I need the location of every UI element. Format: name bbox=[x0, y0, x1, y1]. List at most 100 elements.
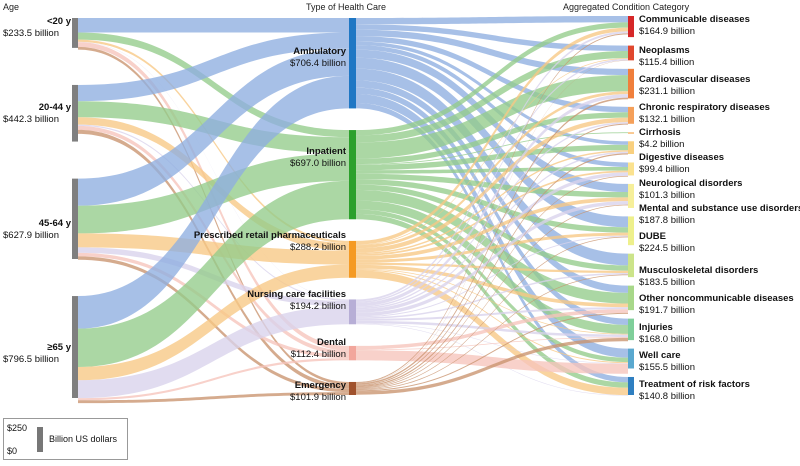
scale-legend: $250 $0 Billion US dollars bbox=[3, 418, 128, 460]
condition-node-well-care bbox=[628, 348, 634, 369]
flow-65-y-to-emergency bbox=[78, 392, 349, 404]
flow-20-44-y-to-dental bbox=[78, 125, 349, 355]
flow-links bbox=[78, 16, 628, 404]
cond-label-cirrhosis: Cirrhosis $4.2 billion bbox=[639, 127, 685, 150]
condition-node-other-noncommunicable-diseases bbox=[628, 285, 634, 311]
flow-emergency-to-chronic-respiratory-diseases bbox=[356, 123, 628, 386]
condition-node-injuries bbox=[628, 318, 634, 341]
cond-label-neoplasms: Neoplasms $115.4 billion bbox=[639, 45, 695, 68]
condition-node-dube bbox=[628, 216, 634, 246]
cond-label-musculoskeletal: Musculoskeletal disorders $183.5 billion bbox=[639, 265, 759, 288]
care-label-dental: Dental $112.4 billion bbox=[290, 337, 346, 360]
flow-prescribed-retail-pharmaceuticals-to-mental-and-substance-use-disorders bbox=[356, 197, 628, 260]
flow-ambulatory-to-dube bbox=[356, 57, 628, 228]
flow-ambulatory-to-neurological-disorders bbox=[356, 45, 628, 167]
care-node-nursing-care-facilities bbox=[349, 299, 356, 325]
flow-65-y-to-dental bbox=[78, 358, 349, 401]
legend-unit-label: Billion US dollars bbox=[49, 434, 118, 444]
flow-ambulatory-to-cardiovascular-diseases bbox=[356, 29, 628, 76]
flow-65-y-to-ambulatory bbox=[78, 75, 349, 329]
cond-label-risk-factors: Treatment of risk factors $140.8 billion bbox=[639, 379, 750, 402]
flow-emergency-to-dube bbox=[356, 236, 628, 390]
care-node-prescribed-retail-pharmaceuticals bbox=[349, 240, 356, 278]
flow-emergency-to-communicable-diseases bbox=[356, 33, 628, 384]
flow-nursing-care-facilities-to-cardiovascular-diseases bbox=[356, 94, 628, 307]
flow-emergency-to-mental-and-substance-use-disorders bbox=[356, 204, 628, 389]
flow-inpatient-to-communicable-diseases bbox=[356, 22, 628, 136]
flow-emergency-to-neoplasms bbox=[356, 60, 628, 384]
flow-prescribed-retail-pharmaceuticals-to-chronic-respiratory-diseases bbox=[356, 117, 628, 253]
age-node-20-44-y bbox=[72, 84, 78, 142]
condition-node-digestive-diseases bbox=[628, 141, 634, 155]
flow-45-64-y-to-prescribed-retail-pharmaceuticals bbox=[78, 233, 349, 265]
flow-inpatient-to-digestive-diseases bbox=[356, 144, 628, 171]
flow-inpatient-to-neoplasms bbox=[356, 51, 628, 143]
header-condition-category: Aggregated Condition Category bbox=[563, 2, 690, 12]
condition-node-communicable-diseases bbox=[628, 16, 634, 38]
cond-label-cardiovascular: Cardiovascular diseases $231.1 billion bbox=[639, 74, 751, 97]
flow-prescribed-retail-pharmaceuticals-to-communicable-diseases bbox=[356, 27, 628, 245]
cond-label-respiratory: Chronic respiratory diseases $132.1 billi… bbox=[639, 102, 770, 125]
flow-prescribed-retail-pharmaceuticals-to-treatment-of-risk-factors bbox=[356, 270, 628, 396]
nodes bbox=[72, 16, 634, 398]
flow-nursing-care-facilities-to-neoplasms bbox=[356, 58, 628, 303]
condition-node-cardiovascular-diseases bbox=[628, 68, 634, 99]
condition-node-neurological-disorders bbox=[628, 162, 634, 176]
condition-node-mental-and-substance-use-disorders bbox=[628, 183, 634, 208]
care-node-ambulatory bbox=[349, 18, 356, 109]
flow-prescribed-retail-pharmaceuticals-to-neurological-disorders bbox=[356, 170, 628, 257]
flow-65-y-to-inpatient bbox=[78, 180, 349, 367]
age-label-65-plus: ≥65 y $796.5 billion bbox=[3, 342, 71, 365]
flow-prescribed-retail-pharmaceuticals-to-other-noncommunicable-diseases bbox=[356, 264, 628, 308]
flow-emergency-to-digestive-diseases bbox=[356, 153, 628, 388]
condition-node-chronic-respiratory-diseases bbox=[628, 106, 634, 124]
flow-dental-to-well-care bbox=[356, 350, 628, 374]
header-type-of-care: Type of Health Care bbox=[306, 2, 387, 12]
flow-prescribed-retail-pharmaceuticals-to-neoplasms bbox=[356, 58, 628, 246]
flow-prescribed-retail-pharmaceuticals-to-musculoskeletal-disorders bbox=[356, 262, 628, 273]
flow-emergency-to-neurological-disorders bbox=[356, 175, 628, 388]
flow-nursing-care-facilities-to-chronic-respiratory-diseases bbox=[356, 122, 628, 308]
flow-45-64-y-to-ambulatory bbox=[78, 48, 349, 206]
age-label-45-64: 45-64 y $627.9 billion bbox=[3, 218, 71, 241]
flow-nursing-care-facilities-to-other-noncommunicable-diseases bbox=[356, 307, 628, 321]
condition-node-musculoskeletal-disorders bbox=[628, 253, 634, 278]
flow-inpatient-to-chronic-respiratory-diseases bbox=[356, 112, 628, 164]
flow-prescribed-retail-pharmaceuticals-to-digestive-diseases bbox=[356, 150, 628, 255]
care-label-pharmaceuticals: Prescribed retail pharmaceuticals $288.2 … bbox=[193, 230, 346, 253]
flow-inpatient-to-cirrhosis bbox=[356, 132, 628, 165]
flow-nursing-care-facilities-to-dube bbox=[356, 235, 628, 318]
flow-20-y-to-inpatient bbox=[78, 32, 349, 138]
flow-emergency-to-other-noncommunicable-diseases bbox=[356, 312, 628, 392]
flow-20-y-to-nursing-care-facilities bbox=[78, 41, 349, 300]
cond-label-mental: Mental and substance use disorders $187.8… bbox=[639, 203, 800, 226]
legend-bottom-value: $0 bbox=[7, 446, 18, 456]
flow-prescribed-retail-pharmaceuticals-to-well-care bbox=[356, 269, 628, 364]
cond-label-digestive: Digestive diseases $99.4 billion bbox=[639, 152, 725, 175]
flow-emergency-to-injuries bbox=[356, 337, 628, 395]
flow-emergency-to-musculoskeletal-disorders bbox=[356, 274, 628, 391]
flow-dental-to-other-noncommunicable-diseases bbox=[356, 309, 628, 350]
header-age: Age bbox=[3, 2, 20, 12]
cond-label-other-ncd: Other noncommunicable diseases $191.7 bil… bbox=[639, 293, 794, 316]
care-node-emergency bbox=[349, 381, 356, 395]
age-label-under20: <20 y $233.5 billion bbox=[3, 16, 71, 39]
care-label-inpatient: Inpatient $697.0 billion bbox=[290, 146, 346, 169]
flow-prescribed-retail-pharmaceuticals-to-dube bbox=[356, 232, 628, 263]
flow-nursing-care-facilities-to-neurological-disorders bbox=[356, 172, 628, 313]
cond-label-dube: DUBE $224.5 billion bbox=[639, 231, 695, 254]
cond-label-injuries: Injuries $168.0 billion bbox=[639, 322, 695, 345]
condition-node-neoplasms bbox=[628, 45, 634, 61]
flow-prescribed-retail-pharmaceuticals-to-injuries bbox=[356, 268, 628, 335]
flow-nursing-care-facilities-to-digestive-diseases bbox=[356, 151, 628, 310]
legend-top-value: $250 bbox=[7, 423, 28, 433]
flow-ambulatory-to-chronic-respiratory-diseases bbox=[356, 36, 628, 113]
cond-label-neurological: Neurological disorders $101.3 billion bbox=[639, 178, 743, 201]
flow-prescribed-retail-pharmaceuticals-to-cardiovascular-diseases bbox=[356, 91, 628, 249]
flow-20-y-to-prescribed-retail-pharmaceuticals bbox=[78, 39, 349, 244]
cond-label-well-care: Well care $155.5 billion bbox=[639, 350, 695, 373]
flow-emergency-to-cardiovascular-diseases bbox=[356, 97, 628, 385]
care-node-inpatient bbox=[349, 130, 356, 220]
flow-20-44-y-to-ambulatory bbox=[78, 32, 349, 102]
age-node-20-y bbox=[72, 18, 78, 48]
